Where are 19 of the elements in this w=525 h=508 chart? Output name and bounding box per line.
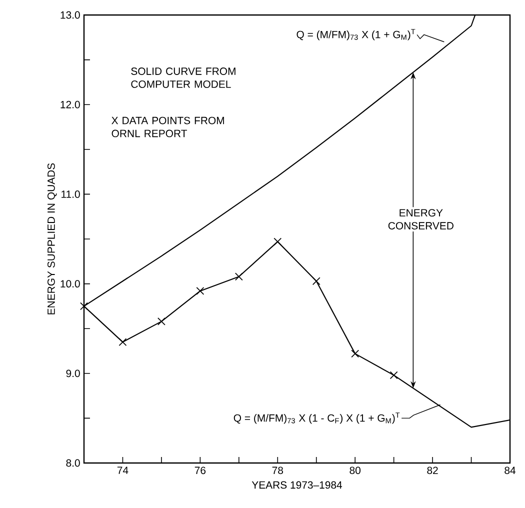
annotation: Q = (M/FM)$_{73}$ X (1 - C$_{F}$) X (1 + G$_{M}$)$^{T}$ [234, 412, 400, 424]
annotation: ENERGY CONSERVED [388, 209, 454, 230]
y-tick-label: 13.0 [60, 11, 80, 19]
y-tick-label: 11.0 [62, 190, 80, 198]
y-axis-title: ENERGY SUPPLIED IN QUADS [47, 163, 57, 314]
x-axis-title: YEARS 1973–1984 [252, 481, 342, 489]
x-tick-label: 78 [272, 466, 283, 474]
annotation: SOLID CURVE FROM COMPUTER MODEL [131, 68, 236, 88]
x-tick-label: 74 [117, 466, 128, 474]
y-tick-label: 9.0 [66, 370, 80, 378]
y-tick-label: 10.0 [60, 280, 80, 288]
y-tick-label: 12.0 [60, 100, 80, 108]
x-tick-label: 82 [427, 466, 438, 474]
x-tick-label: 76 [194, 466, 206, 474]
annotation: Q = (M/FM)$_{73}$ X (1 + G$_{M}$)$^{T}$ [296, 29, 416, 40]
x-tick-label: 80 [350, 466, 360, 474]
x-tick-label: 84 [504, 466, 516, 474]
y-tick-label: 8.0 [66, 459, 80, 467]
annotation: X DATA POINTS FROM ORNL REPORT [112, 116, 224, 138]
